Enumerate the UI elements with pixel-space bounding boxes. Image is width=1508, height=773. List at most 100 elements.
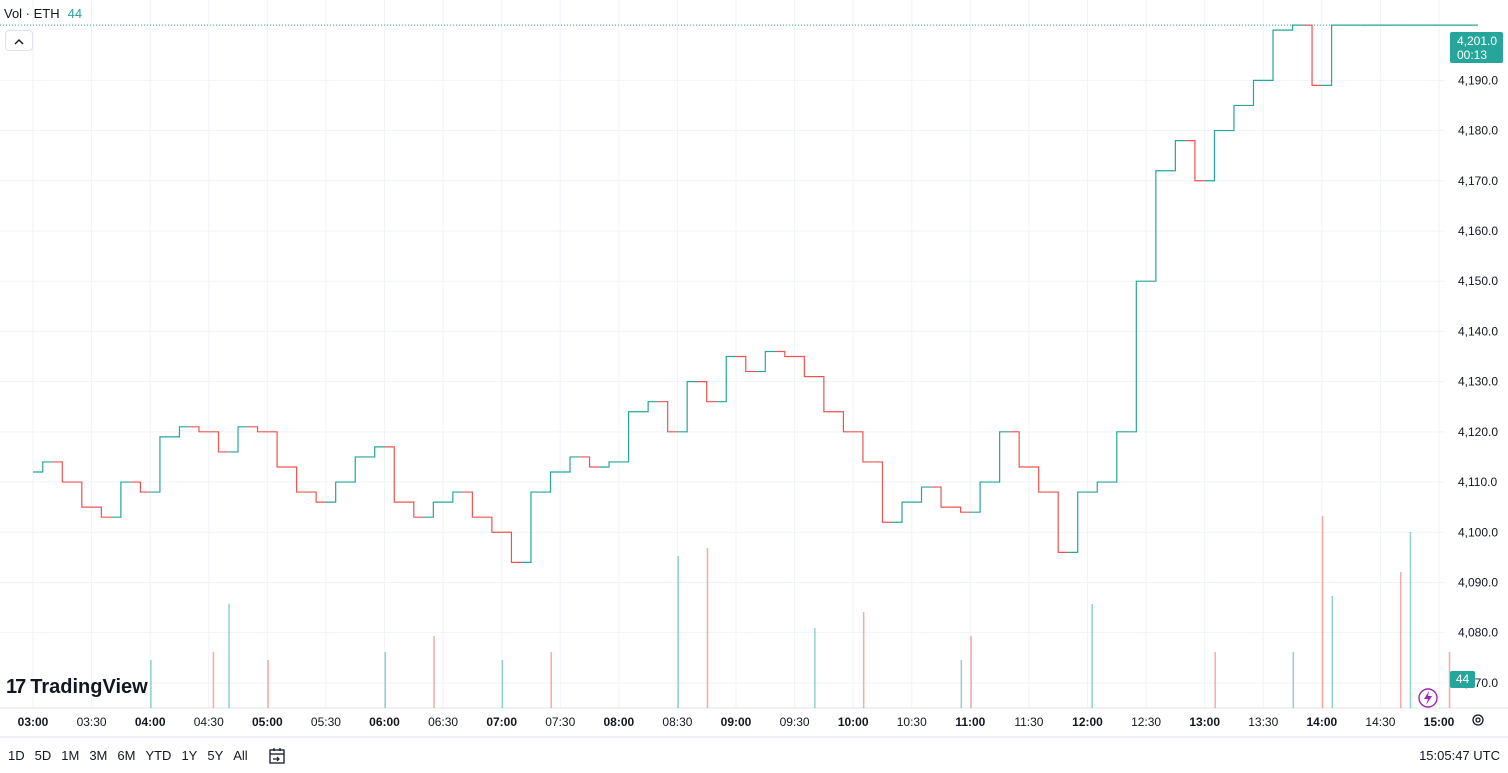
price-segment [1224, 104, 1244, 132]
range-button-all[interactable]: All [233, 748, 248, 763]
calendar-goto-icon[interactable] [267, 747, 287, 765]
price-segment [345, 456, 365, 483]
x-tick-label: 06:30 [428, 715, 458, 729]
clock[interactable]: 15:05:47 UTC [1419, 748, 1500, 763]
price-segment [482, 516, 502, 533]
price-segment [150, 436, 170, 493]
price-segment [33, 461, 53, 473]
price-segment [1009, 431, 1029, 468]
volume-bars [150, 516, 1451, 708]
price-segment [130, 481, 151, 493]
x-tick-label: 11:30 [1014, 715, 1043, 729]
volume-bar [267, 660, 269, 708]
y-tick-label: 4,190.0 [1458, 73, 1498, 87]
price-segment [228, 426, 248, 453]
price-segment [91, 506, 112, 518]
range-button-1y[interactable]: 1Y [181, 748, 198, 763]
price-segment [1028, 466, 1049, 493]
range-button-1d[interactable]: 1D [8, 748, 25, 763]
last-price-value: 4,201.0 [1457, 34, 1498, 48]
price-segment [52, 461, 73, 483]
x-tick-label: 04:30 [194, 715, 224, 729]
tradingview-logo[interactable]: 17 TradingView [6, 676, 148, 699]
legend-label: Vol · ETH [4, 6, 60, 21]
volume-bar [433, 636, 435, 708]
x-tick-label: 08:30 [662, 715, 692, 729]
x-tick-label: 08:00 [603, 715, 634, 729]
price-segment [579, 456, 600, 468]
volume-bar [1448, 652, 1451, 708]
range-button-3m[interactable]: 3M [89, 748, 108, 763]
price-segment [1048, 491, 1068, 553]
price-segment [521, 491, 541, 563]
price-segment [638, 401, 658, 413]
gear-icon[interactable] [1471, 713, 1485, 730]
price-segment [1185, 139, 1205, 182]
price-segment [423, 501, 444, 518]
volume-bar [550, 652, 552, 708]
bar-countdown: 00:13 [1457, 48, 1488, 62]
volume-bar [1321, 516, 1324, 708]
range-button-ytd[interactable]: YTD [145, 748, 172, 763]
price-segment [404, 501, 424, 518]
x-tick-label: 10:00 [838, 715, 869, 729]
volume-value-tag: 44 [1450, 671, 1475, 688]
price-segment [736, 355, 756, 373]
price-segment [208, 431, 229, 453]
volume-bar [706, 548, 709, 708]
range-button-5d[interactable]: 5D [34, 748, 52, 763]
y-tick-label: 4,090.0 [1458, 575, 1498, 589]
price-segment [775, 350, 795, 358]
volume-bar [1292, 652, 1295, 708]
lightning-icon[interactable] [1416, 686, 1440, 710]
volume-bar [212, 652, 215, 708]
price-segment [169, 426, 190, 438]
y-tick-label: 4,180.0 [1458, 124, 1498, 138]
x-tick-label: 03:30 [77, 715, 107, 729]
price-segment [1087, 481, 1108, 493]
y-tick-label: 4,140.0 [1458, 324, 1498, 338]
price-segment [716, 355, 736, 403]
x-tick-label: 07:00 [486, 715, 517, 729]
range-button-5y[interactable]: 5Y [207, 748, 224, 763]
x-axis: 03:00 03:30 04:00 04:30 05:00 05:30 06:00 06:30… [18, 715, 1455, 729]
y-tick-label: 4,150.0 [1458, 274, 1498, 288]
x-tick-label: 03:00 [18, 715, 49, 729]
chart-grid [0, 0, 1508, 738]
volume-bar [228, 604, 230, 708]
x-tick-label: 12:30 [1131, 715, 1161, 729]
x-tick-label: 04:00 [135, 715, 166, 729]
x-tick-label: 14:00 [1306, 715, 1337, 729]
volume-bar [501, 660, 504, 708]
price-segment [696, 381, 717, 403]
time-range-selector: 1D 5D 1M 3M 6M YTD 1Y 5Y All [3, 748, 253, 763]
price-segment [1165, 139, 1186, 172]
price-segment [325, 481, 346, 503]
x-tick-label: 15:00 [1424, 715, 1455, 729]
price-segment [989, 431, 1010, 483]
volume-bar [150, 660, 152, 708]
price-segment [267, 431, 287, 468]
logo-mark: 17 [6, 676, 26, 698]
volume-bar [970, 636, 972, 708]
logo-name: TradingView [30, 676, 148, 698]
x-tick-label: 07:30 [545, 715, 575, 729]
legend-volume-value: 44 [67, 6, 83, 21]
price-segment [384, 446, 405, 503]
range-button-6m[interactable]: 6M [117, 748, 136, 763]
x-tick-label: 10:30 [897, 715, 927, 729]
bottom-toolbar: 1D 5D 1M 3M 6M YTD 1Y 5Y All 15:05:47 UTC [0, 738, 1508, 773]
volume-bar [677, 556, 679, 708]
x-tick-label: 06:00 [369, 715, 400, 729]
collapse-legend-button[interactable] [5, 30, 33, 51]
volume-bar [1214, 652, 1216, 708]
price-segment [853, 431, 873, 463]
x-tick-label: 13:00 [1189, 715, 1220, 729]
volume-bar [1091, 604, 1093, 708]
x-tick-label: 13:30 [1248, 715, 1278, 729]
price-segment [1321, 24, 1342, 86]
range-button-1m[interactable]: 1M [61, 748, 80, 763]
price-segment [1107, 431, 1127, 483]
price-segment [677, 381, 697, 433]
